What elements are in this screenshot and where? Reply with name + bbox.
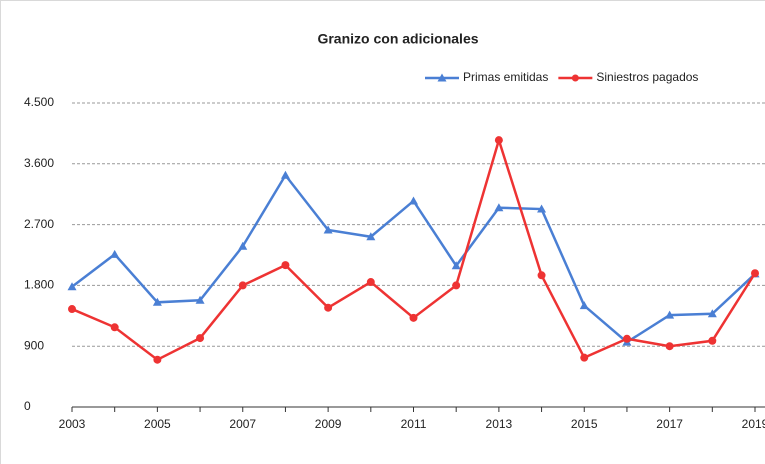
x-tick-label: 2009 — [315, 417, 342, 431]
y-tick-label: 1.800 — [24, 278, 54, 292]
legend-marker — [571, 74, 579, 82]
legend-label: Primas emitidas — [463, 70, 548, 84]
point-marker — [366, 232, 376, 241]
x-tick-label: 2003 — [59, 417, 86, 431]
point-marker — [537, 204, 547, 213]
point-marker — [580, 353, 589, 362]
point-marker — [665, 342, 674, 351]
x-tick-label: 2015 — [571, 417, 598, 431]
chart-title: Granizo con adicionales — [317, 31, 478, 47]
y-tick-label: 3.600 — [24, 156, 54, 170]
point-marker — [153, 355, 162, 364]
point-marker — [366, 278, 375, 287]
point-marker — [67, 282, 77, 291]
point-marker — [452, 281, 461, 290]
point-marker — [323, 225, 333, 234]
point-marker — [280, 170, 290, 179]
point-marker — [110, 323, 119, 332]
point-marker — [195, 295, 205, 304]
point-marker — [409, 313, 418, 322]
point-marker — [451, 261, 461, 270]
y-tick-label: 900 — [24, 338, 44, 352]
point-marker — [665, 310, 675, 319]
point-marker — [324, 303, 333, 312]
point-marker — [281, 261, 290, 270]
point-marker — [196, 334, 205, 343]
point-marker — [110, 249, 120, 258]
point-marker — [707, 309, 717, 318]
x-tick-label: 2011 — [401, 417, 427, 431]
point-marker — [579, 301, 589, 310]
y-tick-label: 2.700 — [24, 217, 54, 231]
point-marker — [494, 136, 503, 145]
point-marker — [708, 336, 717, 345]
point-marker — [152, 297, 162, 306]
point-marker — [409, 196, 418, 205]
point-marker — [751, 269, 759, 278]
x-tick-label: 2017 — [656, 417, 683, 431]
point-marker — [68, 305, 76, 314]
x-tick-label: 2005 — [144, 417, 171, 431]
y-tick-label: 0 — [24, 399, 31, 413]
x-tick-label: 2019 — [742, 417, 765, 431]
y-tick-label: 4.500 — [24, 95, 54, 109]
x-tick-label: 2013 — [486, 417, 513, 431]
point-marker — [494, 203, 504, 212]
x-tick-label: 2007 — [229, 417, 256, 431]
point-marker — [238, 281, 247, 290]
point-marker — [537, 271, 546, 280]
point-marker — [622, 334, 631, 343]
point-marker — [238, 241, 248, 250]
legend-marker — [437, 73, 447, 82]
legend-label: Siniestros pagados — [596, 70, 698, 84]
